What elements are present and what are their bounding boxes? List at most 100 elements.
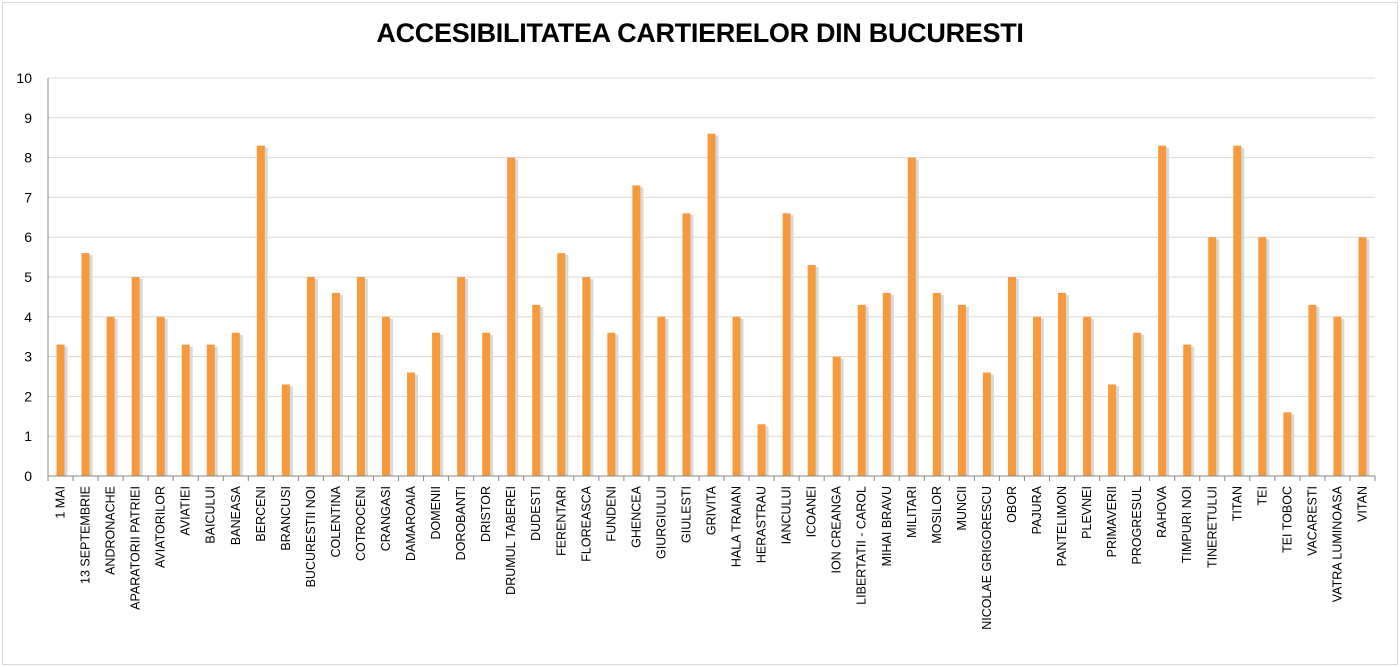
x-category-label: DUDESTI xyxy=(529,486,543,541)
bar xyxy=(306,277,315,476)
bar xyxy=(832,356,841,476)
x-category-label: CRANGASI xyxy=(379,486,393,551)
bar xyxy=(1133,332,1142,476)
x-category-label: MIHAI BRAVU xyxy=(880,486,894,566)
x-category-label: PLEVNEI xyxy=(1080,486,1094,539)
x-category-label: HERASTRAU xyxy=(755,486,769,563)
x-category-label: GIULESTI xyxy=(679,486,693,543)
x-category-label: TEI TOBOC xyxy=(1280,486,1294,553)
x-category-label: TITAN xyxy=(1230,486,1244,521)
x-category-label: ANDRONACHE xyxy=(104,486,118,575)
bar xyxy=(1358,237,1367,476)
bar xyxy=(432,332,441,476)
bar xyxy=(281,384,290,476)
bar xyxy=(1183,344,1192,476)
y-tick-label: 0 xyxy=(24,468,32,484)
y-tick-label: 7 xyxy=(24,189,32,205)
bar xyxy=(256,145,265,476)
x-category-label: 1 MAI xyxy=(54,486,68,519)
y-tick-label: 1 xyxy=(24,428,32,444)
x-category-label: RAHOVA xyxy=(1155,485,1169,538)
bar xyxy=(532,304,541,476)
bar xyxy=(1308,304,1317,476)
x-category-label: NICOLAE GRIGORESCU xyxy=(980,486,994,630)
x-category-label: VACARESTI xyxy=(1305,486,1319,556)
bar xyxy=(81,253,90,476)
bar xyxy=(131,277,140,476)
bar xyxy=(507,157,516,476)
x-category-label: BAICULUI xyxy=(204,486,218,544)
bar xyxy=(907,157,916,476)
bar xyxy=(56,344,65,476)
bar xyxy=(607,332,616,476)
y-tick-label: 3 xyxy=(24,349,32,365)
y-tick-label: 9 xyxy=(24,110,32,126)
x-category-label: AVIATORILOR xyxy=(154,486,168,568)
x-category-label: GRIVITA xyxy=(705,485,719,535)
bar xyxy=(1032,316,1041,476)
x-category-label: MOSILOR xyxy=(930,486,944,544)
x-category-label: PRIMAVERII xyxy=(1105,486,1119,557)
x-category-label: GIURGIULUI xyxy=(654,486,668,559)
x-category-label: PANTELIMON xyxy=(1055,486,1069,566)
x-category-label: DRUMUL TABEREI xyxy=(504,486,518,595)
x-category-label: AVIATIEI xyxy=(179,486,193,536)
x-category-label: ICOANEI xyxy=(805,486,819,537)
x-category-label: PAJURA xyxy=(1030,485,1044,534)
x-category-label: DOMENII xyxy=(429,486,443,539)
x-category-label: BRANCUSI xyxy=(279,486,293,551)
bar xyxy=(331,292,340,476)
x-category-label: COTROCENI xyxy=(354,486,368,561)
bar xyxy=(1208,237,1217,476)
x-category-label: TIMPURI NOI xyxy=(1180,486,1194,563)
bar xyxy=(882,292,891,476)
bar xyxy=(707,133,716,476)
bar xyxy=(1007,277,1016,476)
bar xyxy=(1158,145,1167,476)
x-category-label: MILITARI xyxy=(905,486,919,538)
bar xyxy=(231,332,240,476)
bar xyxy=(982,372,991,476)
x-category-label: OBOR xyxy=(1005,486,1019,523)
x-category-label: TEI xyxy=(1255,486,1269,505)
x-category-label: ION CREANGA xyxy=(830,485,844,573)
x-category-label: VATRA LUMINOASA xyxy=(1330,485,1344,602)
bar xyxy=(632,185,641,476)
bar xyxy=(356,277,365,476)
bar xyxy=(1258,237,1267,476)
y-tick-label: 8 xyxy=(24,150,32,166)
bar xyxy=(807,265,816,476)
bar xyxy=(582,277,591,476)
x-category-label: VITAN xyxy=(1355,486,1369,522)
x-category-label: DOROBANTI xyxy=(454,486,468,560)
bar xyxy=(1083,316,1092,476)
bar xyxy=(1233,145,1242,476)
bar xyxy=(482,332,491,476)
bar xyxy=(1333,316,1342,476)
bar xyxy=(782,213,791,476)
y-tick-label: 4 xyxy=(24,309,32,325)
x-category-label: IANCULUI xyxy=(780,486,794,544)
y-tick-label: 5 xyxy=(24,269,32,285)
x-category-label: LIBERTATII - CAROL xyxy=(855,486,869,605)
x-category-label: MUNCII xyxy=(955,486,969,530)
x-category-label: FLOREASCA xyxy=(579,485,593,561)
bar xyxy=(657,316,666,476)
x-category-label: HALA TRAIAN xyxy=(730,486,744,567)
bar xyxy=(682,213,691,476)
x-category-label: FERENTARI xyxy=(554,486,568,556)
bar xyxy=(206,344,215,476)
chart-title: ACCESIBILITATEA CARTIERELOR DIN BUCUREST… xyxy=(376,18,1024,48)
bar xyxy=(382,316,391,476)
x-category-label: DRISTOR xyxy=(479,486,493,542)
y-tick-label: 6 xyxy=(24,229,32,245)
x-category-label: APARATORII PATRIEI xyxy=(129,486,143,610)
x-category-label: FUNDENI xyxy=(604,486,618,542)
bars xyxy=(56,133,1370,476)
bar xyxy=(1058,292,1067,476)
bar xyxy=(407,372,416,476)
x-category-label: COLENTINA xyxy=(329,485,343,557)
bar xyxy=(106,316,115,476)
x-axis xyxy=(47,475,1376,481)
